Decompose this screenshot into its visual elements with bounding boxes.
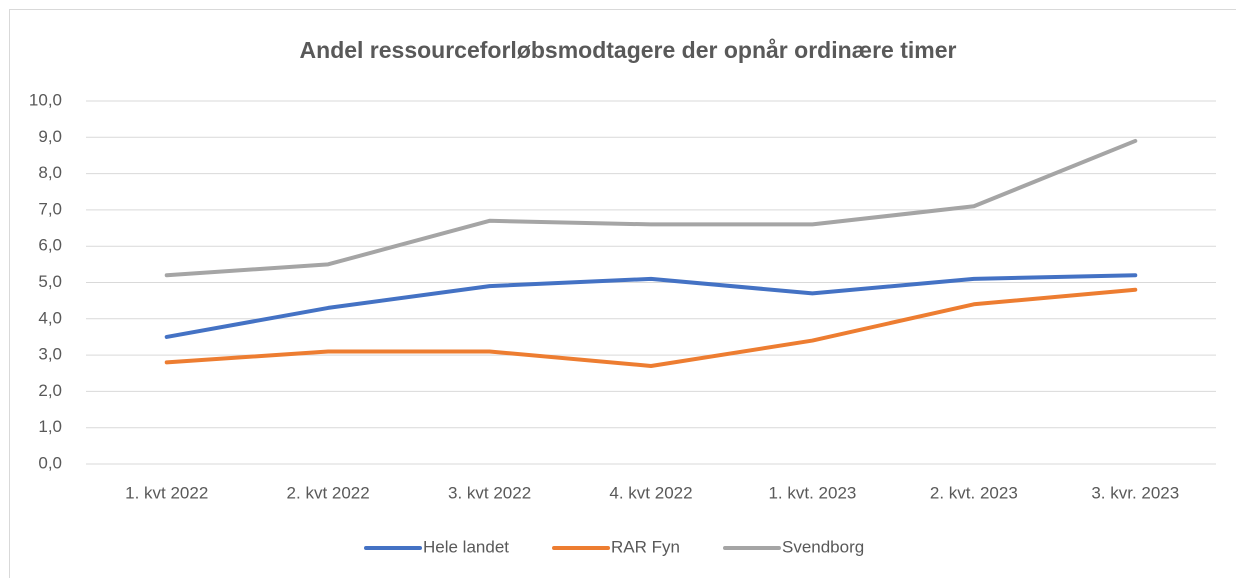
legend-label: Svendborg <box>782 537 864 556</box>
x-tick-label: 2. kvt. 2023 <box>930 483 1018 502</box>
x-tick-label: 3. kvr. 2023 <box>1091 483 1179 502</box>
x-tick-label: 1. kvt 2022 <box>125 483 208 502</box>
y-tick-label: 5,0 <box>38 272 62 291</box>
y-tick-label: 9,0 <box>38 127 62 146</box>
series-line <box>164 273 1138 339</box>
y-tick-label: 10,0 <box>29 90 62 109</box>
y-tick-label: 0,0 <box>38 453 62 472</box>
series-line <box>164 287 1138 368</box>
x-tick-label: 4. kvt 2022 <box>609 483 692 502</box>
y-tick-label: 2,0 <box>38 381 62 400</box>
chart-title: Andel ressourceforløbsmodtagere der opnå… <box>300 37 957 63</box>
y-tick-label: 6,0 <box>38 236 62 255</box>
x-tick-label: 2. kvt 2022 <box>287 483 370 502</box>
legend-label: RAR Fyn <box>611 537 680 556</box>
y-tick-label: 7,0 <box>38 199 62 218</box>
series-line <box>164 138 1138 278</box>
chart-frame <box>9 9 1236 578</box>
x-tick-label: 1. kvt. 2023 <box>768 483 856 502</box>
x-tick-label: 3. kvt 2022 <box>448 483 531 502</box>
y-tick-label: 3,0 <box>38 345 62 364</box>
legend-label: Hele landet <box>423 537 509 556</box>
y-tick-label: 4,0 <box>38 308 62 327</box>
y-tick-label: 1,0 <box>38 417 62 436</box>
y-tick-label: 8,0 <box>38 163 62 182</box>
